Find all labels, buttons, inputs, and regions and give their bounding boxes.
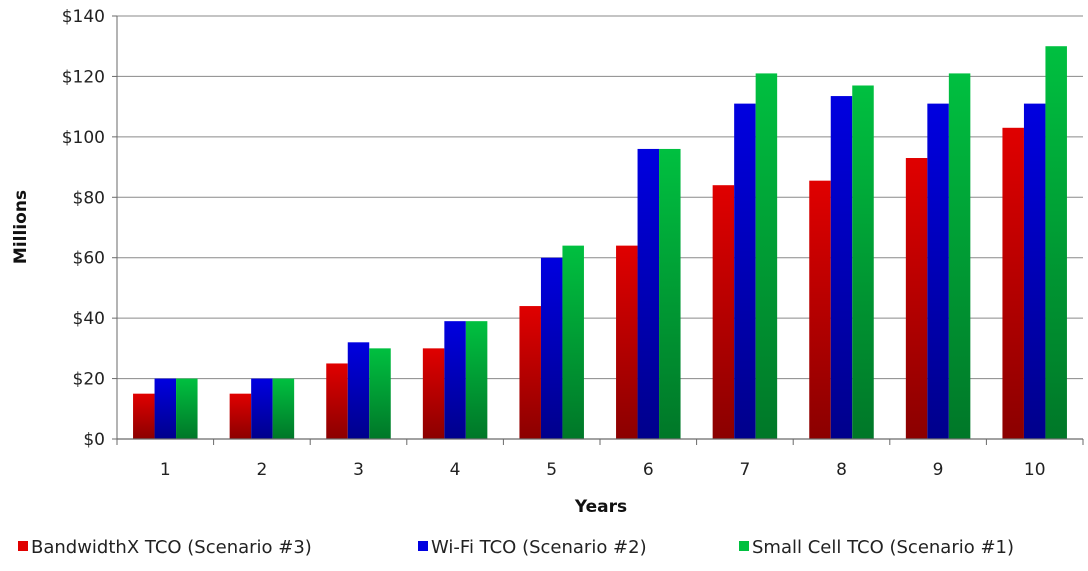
bar-wifi-year-5 [540, 257, 563, 439]
bar-bandwidthx-year-9 [905, 158, 928, 439]
y-tick-label: $20 [73, 370, 105, 390]
legend-label: Small Cell TCO (Scenario #1) [752, 537, 1014, 558]
x-tick-label: 3 [353, 460, 364, 480]
gridlines [117, 15, 1083, 380]
y-tick-label: $80 [73, 188, 105, 208]
bar-small-year-6 [659, 148, 681, 439]
x-tick-label: 5 [546, 460, 557, 480]
y-tick-label: $40 [73, 309, 105, 329]
bar-wifi-year-3 [347, 342, 370, 439]
bar-small-year-4 [465, 321, 488, 439]
y-tick-label: $0 [83, 430, 105, 450]
x-tick-label: 8 [836, 460, 847, 480]
legend-label: BandwidthX TCO (Scenario #3) [31, 537, 312, 558]
bar-bandwidthx-year-8 [809, 180, 831, 440]
bar-wifi-year-10 [1023, 103, 1046, 439]
bar-small-year-5 [562, 245, 584, 439]
y-tick-label: $120 [62, 67, 105, 87]
bar-small-year-9 [948, 73, 971, 440]
x-tick-label: 6 [643, 460, 654, 480]
axes [112, 15, 1084, 445]
x-axis-title: Years [574, 497, 627, 517]
bar-bandwidthx-year-5 [519, 306, 541, 439]
tick-labels: $0 $20 $40 $60 $80 $100 $120 $140 1 2 3 4 5 6 7 8 9 10 [62, 7, 1046, 480]
legend-swatch [18, 541, 28, 551]
legend-swatch [739, 541, 749, 551]
bar-bandwidthx-year-4 [422, 348, 445, 439]
bar-bandwidthx-year-7 [712, 185, 735, 439]
y-tick-label: $140 [62, 7, 105, 27]
bar-bandwidthx-year-6 [616, 245, 638, 439]
bar-small-year-2 [272, 378, 295, 439]
bar-wifi-year-9 [927, 103, 949, 439]
bar-small-year-3 [369, 348, 391, 439]
bar-bandwidthx-year-3 [326, 363, 348, 439]
bar-bandwidthx-year-10 [1002, 127, 1024, 440]
bar-small-year-8 [852, 85, 874, 439]
bar-small-year-7 [755, 73, 778, 440]
x-tick-label: 10 [1024, 460, 1046, 480]
bar-wifi-year-8 [830, 96, 853, 439]
bar-wifi-year-2 [251, 378, 273, 439]
x-tick-label: 9 [933, 460, 944, 480]
legend: BandwidthX TCO (Scenario #3) Wi-Fi TCO (S… [18, 537, 1014, 558]
x-tick-label: 4 [450, 460, 461, 480]
bar-wifi-year-7 [734, 103, 756, 439]
bar-bandwidthx-year-1 [133, 393, 155, 439]
y-axis-title: Millions [11, 190, 31, 264]
bar-bandwidthx-year-2 [229, 393, 252, 439]
x-tick-label: 2 [256, 460, 267, 480]
y-tick-label: $100 [62, 128, 105, 148]
bars [133, 46, 1067, 440]
legend-label: Wi-Fi TCO (Scenario #2) [431, 537, 647, 558]
bar-wifi-year-1 [154, 378, 177, 439]
bar-wifi-year-4 [444, 321, 466, 439]
legend-swatch [418, 541, 428, 551]
x-tick-label: 1 [160, 460, 171, 480]
bar-wifi-year-6 [637, 148, 660, 439]
x-tick-label: 7 [739, 460, 750, 480]
y-tick-label: $60 [73, 249, 105, 269]
bar-small-year-1 [176, 378, 198, 439]
bar-small-year-10 [1045, 46, 1067, 439]
